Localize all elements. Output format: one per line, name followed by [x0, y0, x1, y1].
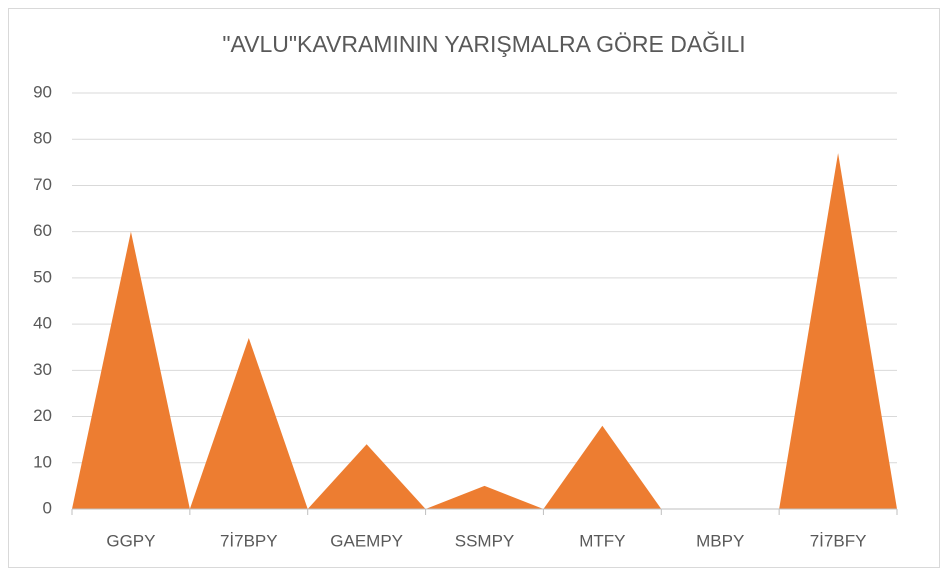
x-tick-label: GAEMPY	[330, 531, 403, 550]
x-tick-label: SSMPY	[455, 531, 515, 550]
bar	[425, 485, 544, 509]
y-tick-label: 90	[33, 82, 52, 101]
y-tick-label: 50	[33, 267, 52, 286]
y-tick-label: 60	[33, 221, 52, 240]
chart-title: "AVLU"KAVRAMININ YARIŞMALRA GÖRE DAĞILI	[222, 31, 745, 57]
x-tick-label: MTFY	[579, 531, 625, 550]
bar	[543, 425, 662, 509]
bar	[72, 231, 190, 509]
x-tick-label: MBPY	[696, 531, 744, 550]
bar	[189, 337, 308, 509]
x-tick-label: GGPY	[106, 531, 155, 550]
x-tick-label: 7İ7BPY	[220, 531, 278, 550]
y-tick-label: 40	[33, 314, 52, 333]
y-tick-label: 80	[33, 129, 52, 148]
x-tick-label: 7İ7BFY	[810, 531, 867, 550]
y-tick-label: 70	[33, 175, 52, 194]
bar	[307, 444, 426, 509]
y-tick-label: 20	[33, 406, 52, 425]
y-tick-label: 30	[33, 360, 52, 379]
y-tick-label: 10	[33, 452, 52, 471]
bar	[779, 153, 897, 510]
y-tick-label: 0	[43, 498, 52, 517]
